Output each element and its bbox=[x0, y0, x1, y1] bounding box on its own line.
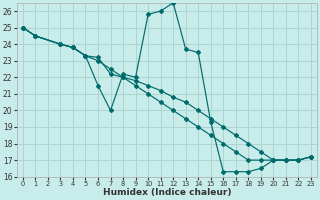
X-axis label: Humidex (Indice chaleur): Humidex (Indice chaleur) bbox=[103, 188, 231, 197]
